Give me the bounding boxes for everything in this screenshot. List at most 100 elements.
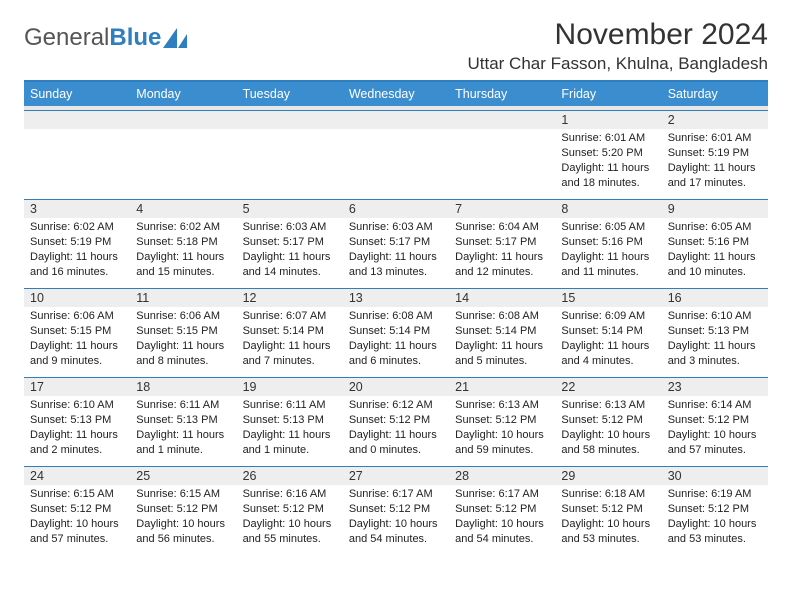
daylight-text: Daylight: 11 hours and 16 minutes. [30, 250, 124, 280]
daylight-text: Daylight: 10 hours and 54 minutes. [349, 517, 443, 547]
logo: GeneralBlue [24, 24, 189, 52]
day-body: Sunrise: 6:12 AMSunset: 5:12 PMDaylight:… [343, 396, 449, 461]
sunset-text: Sunset: 5:12 PM [349, 413, 443, 428]
day-cell: 16Sunrise: 6:10 AMSunset: 5:13 PMDayligh… [662, 289, 768, 377]
day-cell: 10Sunrise: 6:06 AMSunset: 5:15 PMDayligh… [24, 289, 130, 377]
logo-sail-icon [163, 28, 189, 48]
sunset-text: Sunset: 5:16 PM [668, 235, 762, 250]
sunset-text: Sunset: 5:12 PM [349, 502, 443, 517]
day-number: 16 [662, 289, 768, 307]
month-title: November 2024 [467, 18, 768, 52]
day-number: 6 [343, 200, 449, 218]
daylight-text: Daylight: 10 hours and 57 minutes. [668, 428, 762, 458]
sunset-text: Sunset: 5:14 PM [243, 324, 337, 339]
sunset-text: Sunset: 5:13 PM [30, 413, 124, 428]
day-cell: 30Sunrise: 6:19 AMSunset: 5:12 PMDayligh… [662, 467, 768, 555]
weekday-monday: Monday [130, 82, 236, 106]
day-number: 24 [24, 467, 130, 485]
day-number: 11 [130, 289, 236, 307]
sunset-text: Sunset: 5:17 PM [243, 235, 337, 250]
day-number [237, 111, 343, 129]
sunrise-text: Sunrise: 6:15 AM [136, 487, 230, 502]
sunrise-text: Sunrise: 6:13 AM [561, 398, 655, 413]
weekday-thursday: Thursday [449, 82, 555, 106]
sunset-text: Sunset: 5:18 PM [136, 235, 230, 250]
daylight-text: Daylight: 11 hours and 11 minutes. [561, 250, 655, 280]
day-body: Sunrise: 6:06 AMSunset: 5:15 PMDaylight:… [130, 307, 236, 372]
daylight-text: Daylight: 11 hours and 10 minutes. [668, 250, 762, 280]
day-number: 27 [343, 467, 449, 485]
day-cell: 6Sunrise: 6:03 AMSunset: 5:17 PMDaylight… [343, 200, 449, 288]
day-body: Sunrise: 6:02 AMSunset: 5:18 PMDaylight:… [130, 218, 236, 283]
day-cell [130, 111, 236, 199]
day-number [449, 111, 555, 129]
sunrise-text: Sunrise: 6:10 AM [668, 309, 762, 324]
sunset-text: Sunset: 5:19 PM [30, 235, 124, 250]
sunrise-text: Sunrise: 6:06 AM [30, 309, 124, 324]
sunset-text: Sunset: 5:12 PM [30, 502, 124, 517]
sunset-text: Sunset: 5:13 PM [668, 324, 762, 339]
day-body: Sunrise: 6:17 AMSunset: 5:12 PMDaylight:… [449, 485, 555, 550]
daylight-text: Daylight: 10 hours and 58 minutes. [561, 428, 655, 458]
day-body: Sunrise: 6:01 AMSunset: 5:19 PMDaylight:… [662, 129, 768, 194]
day-body: Sunrise: 6:05 AMSunset: 5:16 PMDaylight:… [662, 218, 768, 283]
sunset-text: Sunset: 5:16 PM [561, 235, 655, 250]
logo-text-blue: Blue [109, 24, 161, 52]
day-cell [343, 111, 449, 199]
day-body: Sunrise: 6:08 AMSunset: 5:14 PMDaylight:… [343, 307, 449, 372]
sunrise-text: Sunrise: 6:11 AM [136, 398, 230, 413]
day-number: 15 [555, 289, 661, 307]
day-body: Sunrise: 6:16 AMSunset: 5:12 PMDaylight:… [237, 485, 343, 550]
day-cell [237, 111, 343, 199]
day-number: 3 [24, 200, 130, 218]
daylight-text: Daylight: 10 hours and 57 minutes. [30, 517, 124, 547]
day-number: 10 [24, 289, 130, 307]
daylight-text: Daylight: 11 hours and 17 minutes. [668, 161, 762, 191]
day-number: 30 [662, 467, 768, 485]
sunrise-text: Sunrise: 6:03 AM [349, 220, 443, 235]
day-cell: 19Sunrise: 6:11 AMSunset: 5:13 PMDayligh… [237, 378, 343, 466]
sunrise-text: Sunrise: 6:05 AM [668, 220, 762, 235]
day-cell: 20Sunrise: 6:12 AMSunset: 5:12 PMDayligh… [343, 378, 449, 466]
daylight-text: Daylight: 11 hours and 0 minutes. [349, 428, 443, 458]
day-body: Sunrise: 6:13 AMSunset: 5:12 PMDaylight:… [449, 396, 555, 461]
daylight-text: Daylight: 10 hours and 53 minutes. [668, 517, 762, 547]
day-cell: 4Sunrise: 6:02 AMSunset: 5:18 PMDaylight… [130, 200, 236, 288]
sunset-text: Sunset: 5:12 PM [455, 413, 549, 428]
daylight-text: Daylight: 11 hours and 1 minute. [243, 428, 337, 458]
day-number: 14 [449, 289, 555, 307]
week-row: 24Sunrise: 6:15 AMSunset: 5:12 PMDayligh… [24, 466, 768, 555]
sunset-text: Sunset: 5:14 PM [561, 324, 655, 339]
sunrise-text: Sunrise: 6:08 AM [455, 309, 549, 324]
day-cell: 23Sunrise: 6:14 AMSunset: 5:12 PMDayligh… [662, 378, 768, 466]
daylight-text: Daylight: 10 hours and 53 minutes. [561, 517, 655, 547]
sunset-text: Sunset: 5:14 PM [349, 324, 443, 339]
day-number: 22 [555, 378, 661, 396]
day-cell: 12Sunrise: 6:07 AMSunset: 5:14 PMDayligh… [237, 289, 343, 377]
day-number: 28 [449, 467, 555, 485]
weekday-friday: Friday [555, 82, 661, 106]
day-cell: 7Sunrise: 6:04 AMSunset: 5:17 PMDaylight… [449, 200, 555, 288]
sunset-text: Sunset: 5:20 PM [561, 146, 655, 161]
day-number: 29 [555, 467, 661, 485]
sunrise-text: Sunrise: 6:17 AM [455, 487, 549, 502]
calendar: SundayMondayTuesdayWednesdayThursdayFrid… [24, 80, 768, 555]
day-number: 19 [237, 378, 343, 396]
sunrise-text: Sunrise: 6:02 AM [30, 220, 124, 235]
sunrise-text: Sunrise: 6:17 AM [349, 487, 443, 502]
day-cell: 24Sunrise: 6:15 AMSunset: 5:12 PMDayligh… [24, 467, 130, 555]
day-number [343, 111, 449, 129]
header: GeneralBlue November 2024 Uttar Char Fas… [24, 18, 768, 74]
day-number: 4 [130, 200, 236, 218]
day-body: Sunrise: 6:08 AMSunset: 5:14 PMDaylight:… [449, 307, 555, 372]
daylight-text: Daylight: 10 hours and 59 minutes. [455, 428, 549, 458]
day-number: 13 [343, 289, 449, 307]
day-body: Sunrise: 6:15 AMSunset: 5:12 PMDaylight:… [130, 485, 236, 550]
daylight-text: Daylight: 10 hours and 54 minutes. [455, 517, 549, 547]
day-number [24, 111, 130, 129]
day-cell: 5Sunrise: 6:03 AMSunset: 5:17 PMDaylight… [237, 200, 343, 288]
sunrise-text: Sunrise: 6:18 AM [561, 487, 655, 502]
daylight-text: Daylight: 10 hours and 56 minutes. [136, 517, 230, 547]
day-body: Sunrise: 6:06 AMSunset: 5:15 PMDaylight:… [24, 307, 130, 372]
daylight-text: Daylight: 11 hours and 12 minutes. [455, 250, 549, 280]
